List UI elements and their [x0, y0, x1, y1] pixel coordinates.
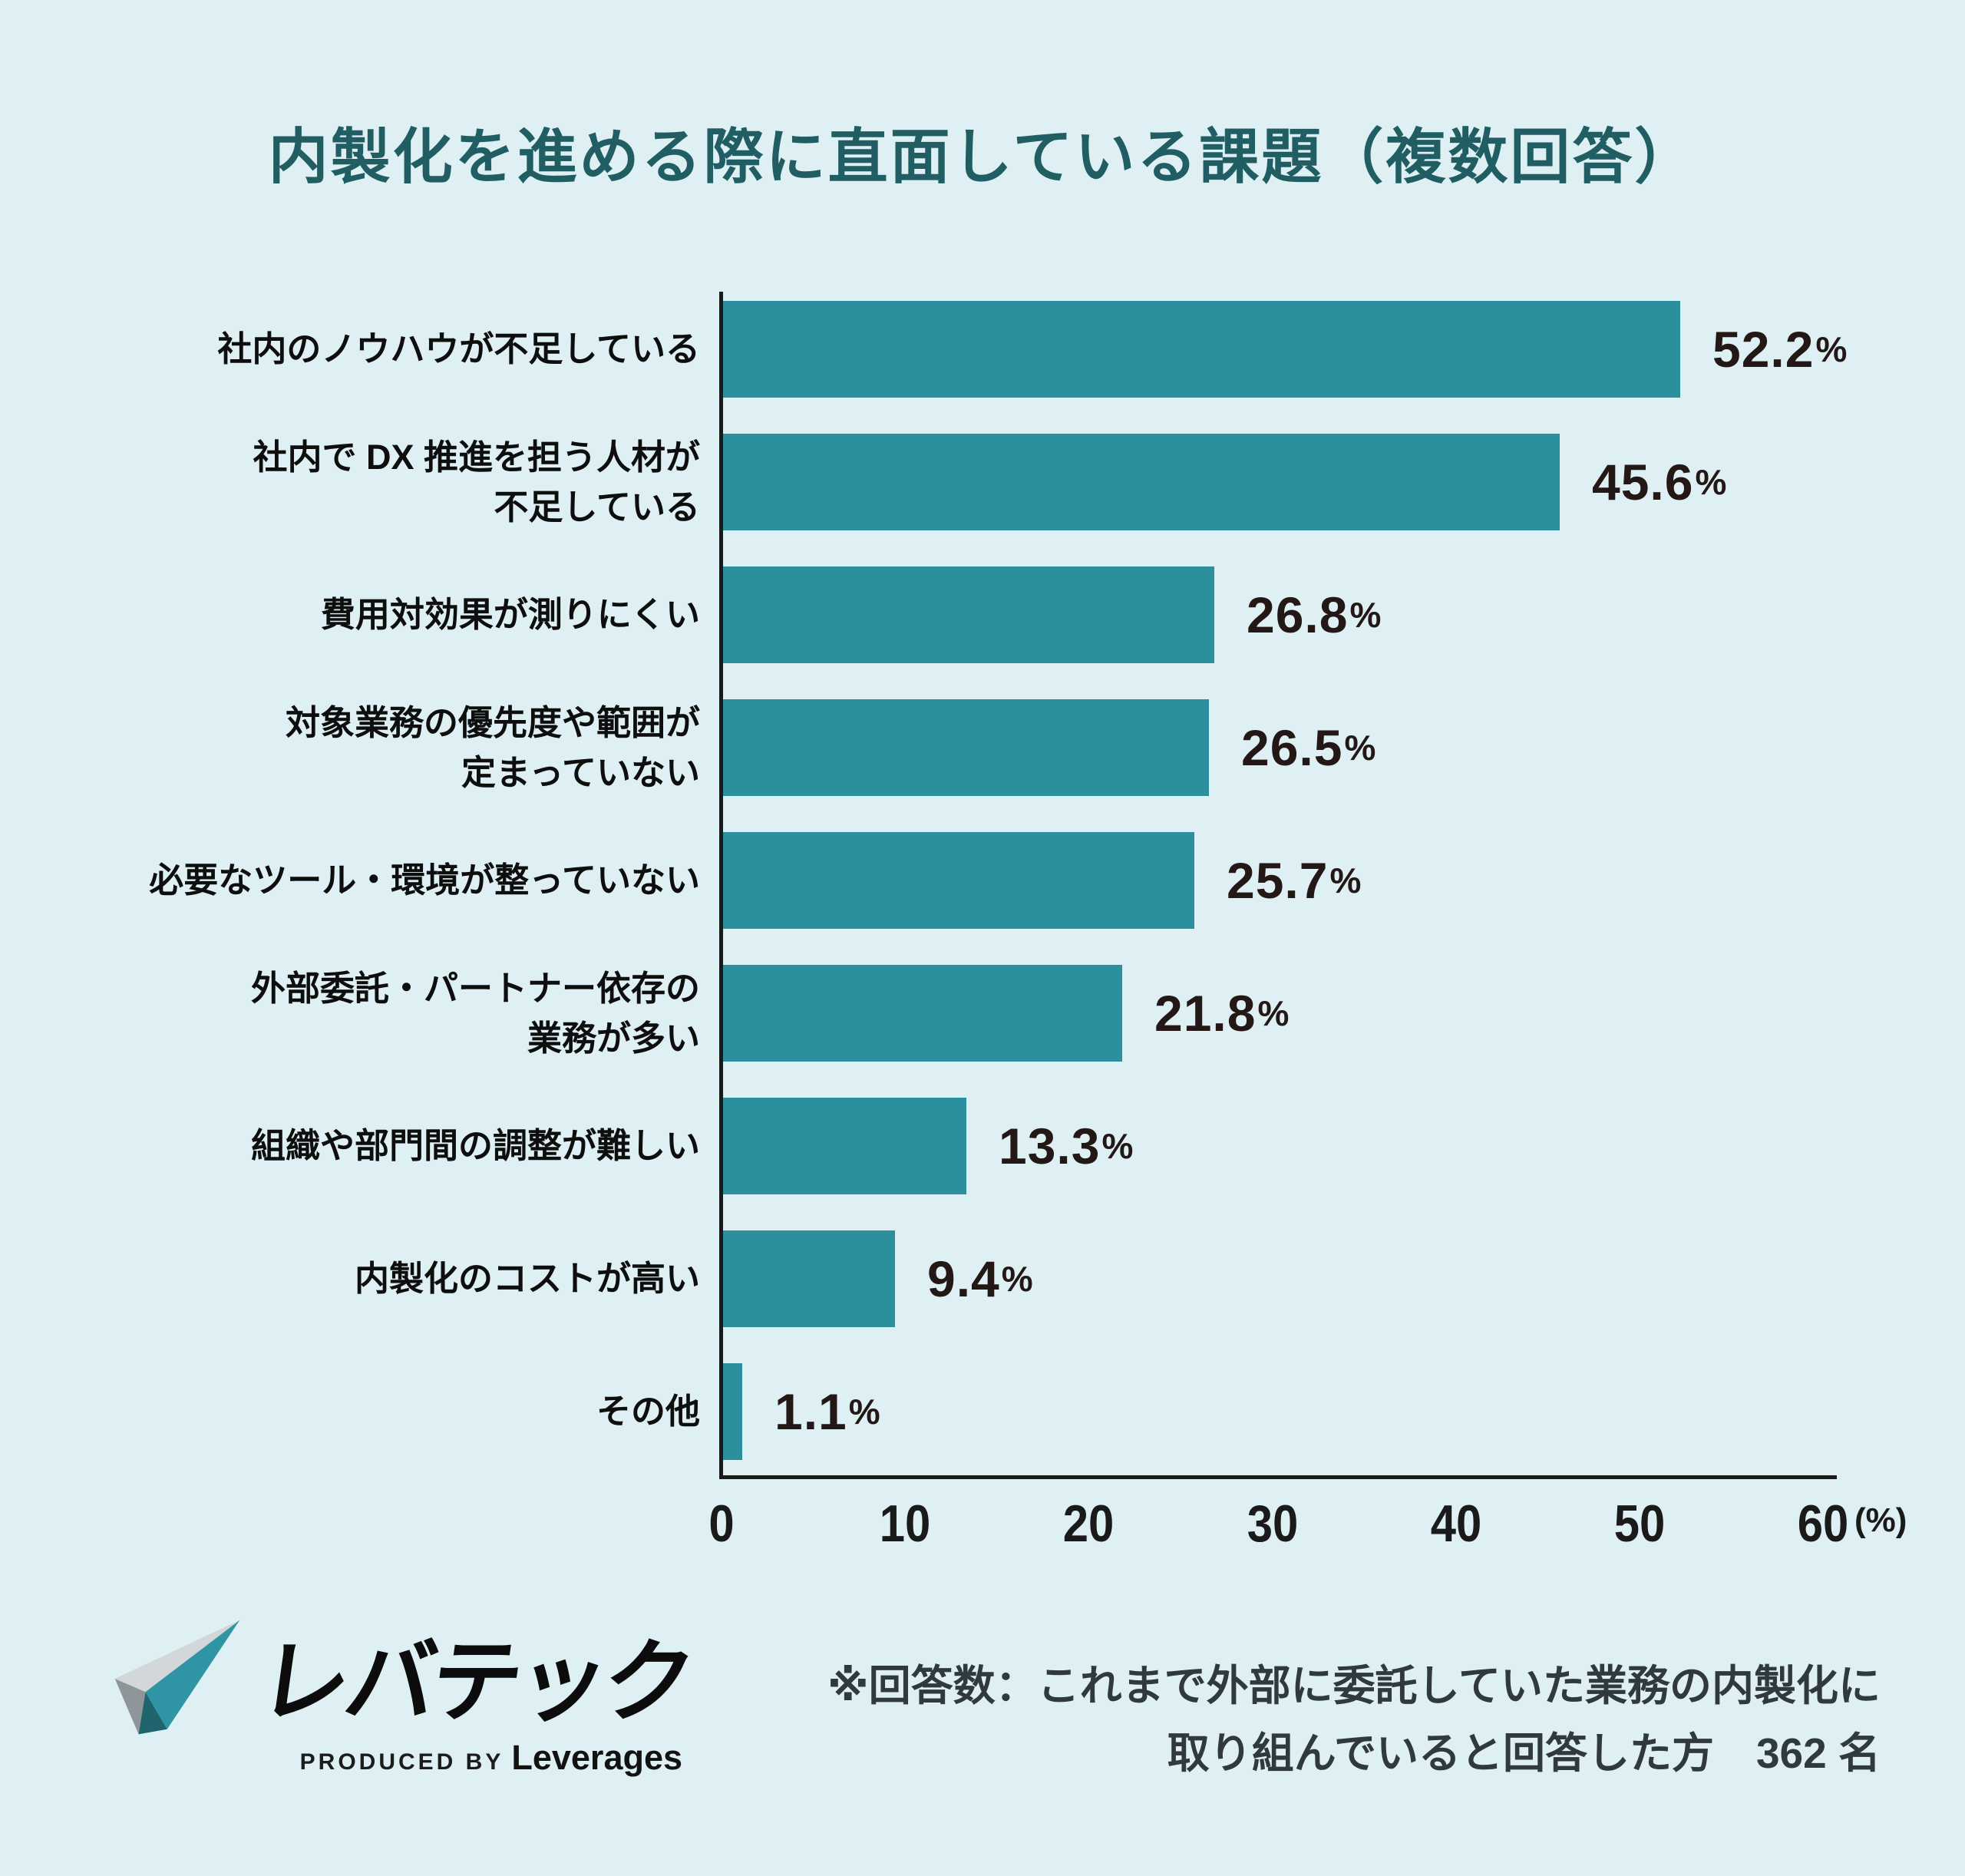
- x-axis-tick-label: 50: [1613, 1495, 1666, 1553]
- bar: [722, 965, 1122, 1062]
- value-label: 21.8%: [1154, 965, 1290, 1062]
- value-number: 52.2: [1712, 321, 1815, 378]
- x-axis-tick-label: 0: [708, 1495, 735, 1553]
- value-number: 13.3: [999, 1118, 1101, 1174]
- logo-company-text: Leverages: [511, 1737, 683, 1777]
- bar-row: 必要なツール・環境が整っていない 25.7%: [0, 832, 1965, 965]
- value-percent-sign: %: [1695, 462, 1728, 502]
- chart-rows: 社内のノウハウが不足している 52.2% 社内で DX 推進を担う人材が 不足してい…: [0, 301, 1965, 1496]
- levtech-logo: レバテック PRODUCED BY Leverages: [110, 1610, 697, 1778]
- value-number: 26.5: [1241, 719, 1343, 776]
- x-axis-tick-label: 40: [1430, 1495, 1481, 1553]
- bar: [722, 301, 1680, 398]
- category-label: 内製化のコストが高い: [354, 1259, 700, 1299]
- survey-note-line1: ※回答数：これまで外部に委託していた業務の内製化に: [827, 1662, 1881, 1709]
- category-label: 費用対効果が測りにくい: [320, 595, 700, 635]
- value-label: 45.6%: [1592, 434, 1727, 530]
- category-label: その他: [596, 1392, 700, 1432]
- bar-row: 社内のノウハウが不足している 52.2%: [0, 301, 1965, 434]
- bar-row: 内製化のコストが高い 9.4%: [0, 1230, 1965, 1363]
- value-label: 26.5%: [1241, 699, 1376, 796]
- value-percent-sign: %: [1344, 728, 1377, 768]
- bar: [722, 1363, 742, 1460]
- bar: [722, 1098, 966, 1194]
- category-label: 外部委託・パートナー依存の 業務が多い: [250, 968, 700, 1058]
- bar-row: 社内で DX 推進を担う人材が 不足している 45.6%: [0, 434, 1965, 566]
- value-label: 9.4%: [927, 1230, 1034, 1327]
- value-number: 1.1: [774, 1383, 847, 1440]
- value-percent-sign: %: [1101, 1126, 1134, 1166]
- value-number: 45.6: [1592, 454, 1694, 510]
- category-label: 対象業務の優先度や範囲が 定まっていない: [285, 702, 700, 792]
- x-axis-unit-label: (%): [1854, 1501, 1907, 1539]
- logo-produced-by-text: PRODUCED BY: [299, 1749, 504, 1775]
- bar: [722, 566, 1214, 663]
- x-axis-line: [719, 1475, 1837, 1479]
- survey-note-line2: 取り組んでいると回答した方 362 名: [1167, 1729, 1881, 1777]
- value-percent-sign: %: [1329, 860, 1362, 900]
- value-number: 21.8: [1154, 985, 1257, 1042]
- logo-brand-text: レバテック: [252, 1632, 697, 1733]
- bar: [722, 1230, 895, 1327]
- logo-produced-by: PRODUCED BY Leverages: [253, 1738, 682, 1778]
- value-percent-sign: %: [1349, 595, 1382, 635]
- bar-row: 対象業務の優先度や範囲が 定まっていない 26.5%: [0, 699, 1965, 832]
- bar: [722, 832, 1194, 929]
- value-number: 9.4: [927, 1250, 1000, 1307]
- value-percent-sign: %: [1001, 1259, 1034, 1299]
- bar-row: その他 1.1%: [0, 1363, 1965, 1496]
- x-axis-tick-label: 10: [879, 1495, 931, 1553]
- value-number: 26.8: [1247, 586, 1349, 643]
- y-axis-line: [719, 292, 723, 1479]
- x-axis-tick-label: 30: [1247, 1495, 1298, 1553]
- levtech-logo-mark-icon: [114, 1620, 240, 1735]
- bar: [722, 699, 1209, 796]
- value-label: 52.2%: [1712, 301, 1848, 398]
- x-axis-tick-label: 60: [1797, 1495, 1849, 1553]
- x-axis-tick-label: 20: [1063, 1495, 1115, 1553]
- value-label: 25.7%: [1227, 832, 1362, 929]
- bar-row: 組織や部門間の調整が難しい 13.3%: [0, 1098, 1965, 1230]
- value-percent-sign: %: [1815, 329, 1848, 369]
- category-label: 必要なツール・環境が整っていない: [149, 860, 700, 900]
- bar-row: 費用対効果が測りにくい 26.8%: [0, 566, 1965, 699]
- bar-row: 外部委託・パートナー依存の 業務が多い 21.8%: [0, 965, 1965, 1098]
- survey-note: ※回答数：これまで外部に委託していた業務の内製化に 取り組んでいると回答した方 …: [827, 1652, 1881, 1787]
- category-label: 社内で DX 推進を担う人材が 不足している: [253, 437, 700, 527]
- value-label: 26.8%: [1247, 566, 1382, 663]
- chart-title: 内製化を進める際に直面している課題（複数回答）: [268, 123, 1697, 190]
- value-percent-sign: %: [1257, 993, 1290, 1033]
- category-label: 組織や部門間の調整が難しい: [250, 1126, 700, 1166]
- category-label: 社内のノウハウが不足している: [217, 329, 700, 369]
- bar: [722, 434, 1560, 530]
- value-percent-sign: %: [848, 1392, 881, 1432]
- value-number: 25.7: [1227, 852, 1329, 909]
- value-label: 1.1%: [774, 1363, 881, 1460]
- levtech-logo-text: レバテック PRODUCED BY Leverages: [253, 1610, 697, 1778]
- value-label: 13.3%: [999, 1098, 1134, 1194]
